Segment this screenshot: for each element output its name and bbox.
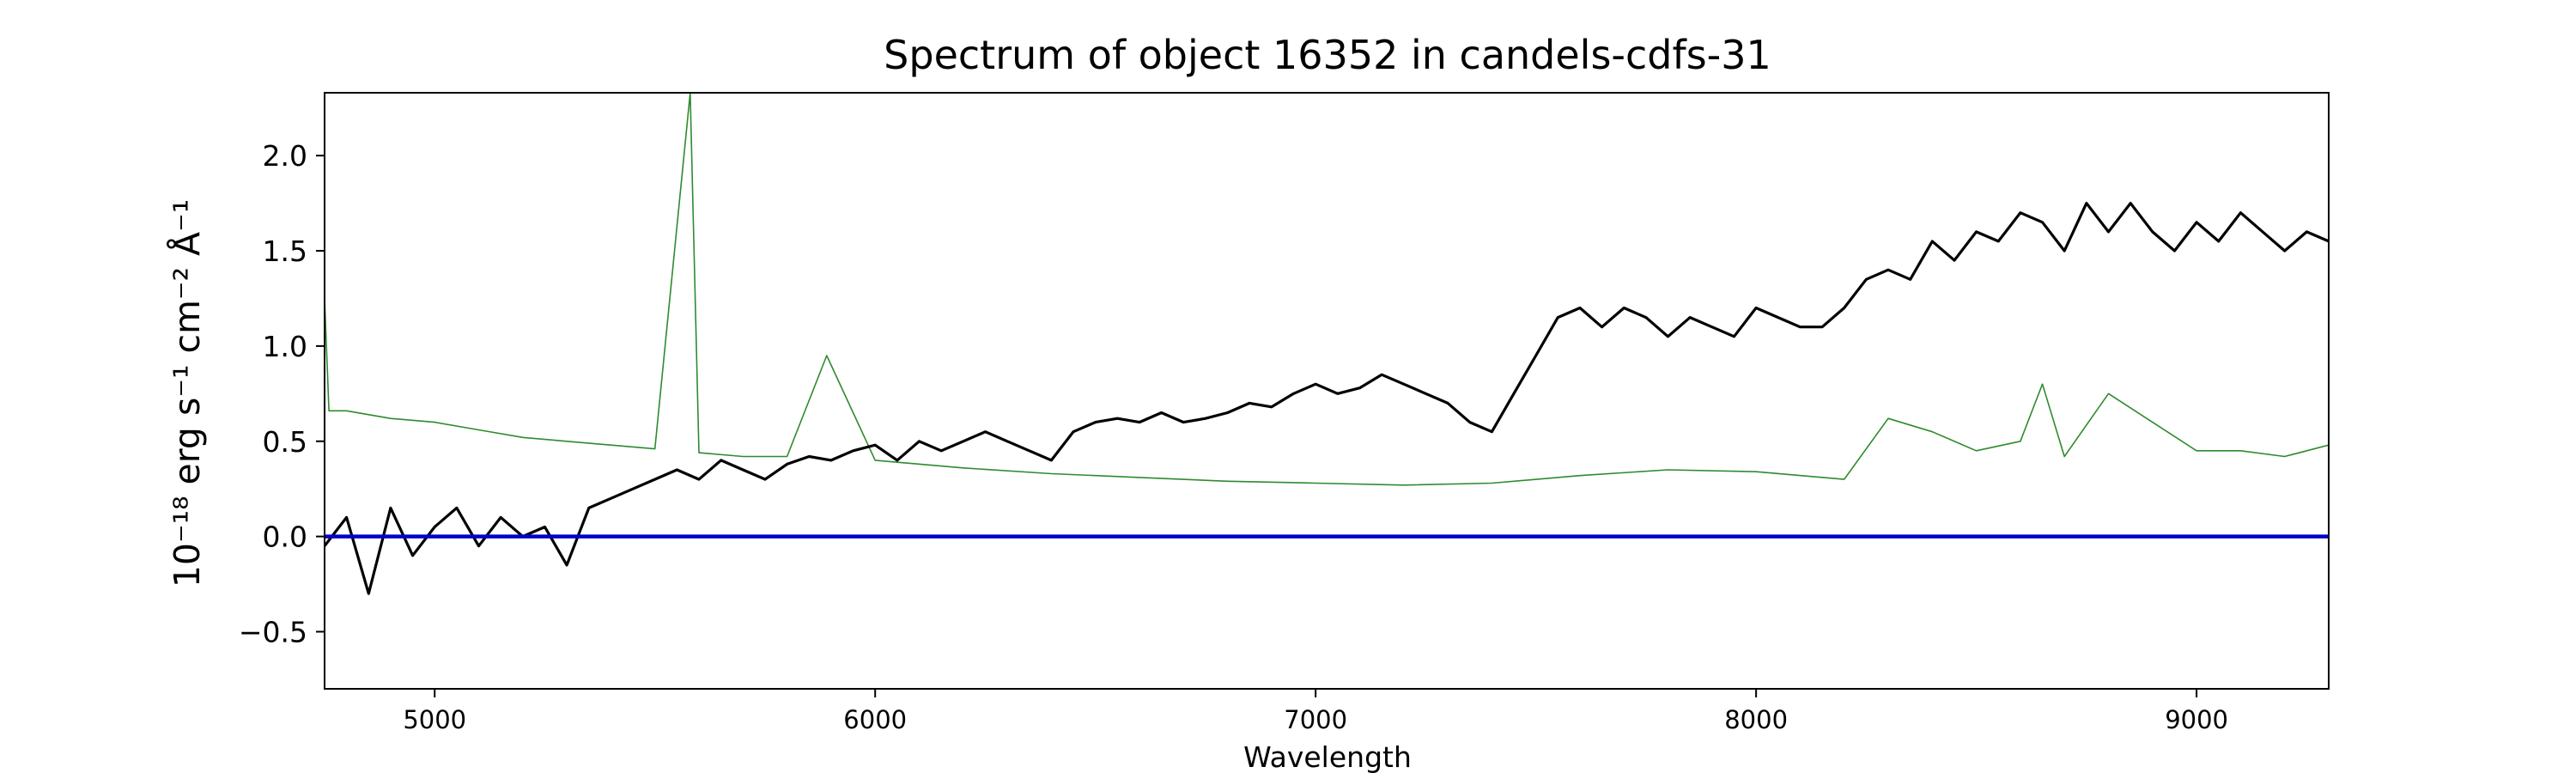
x-tick-label: 5000	[403, 705, 466, 734]
x-tick-label: 7000	[1284, 705, 1347, 734]
series-line-flux	[325, 202, 2329, 595]
y-axis-label: 10⁻¹⁸ erg s⁻¹ cm⁻² Å⁻¹	[167, 199, 208, 587]
x-tick-label: 8000	[1724, 705, 1788, 734]
chart-title: Spectrum of object 16352 in candels-cdfs…	[884, 32, 1771, 78]
tick-layer: −0.5 0.0 0.5 1.0 1.5 2.0 5000 6000 7000 8000 9000	[239, 139, 2228, 734]
x-axis-label: Wavelength	[1243, 740, 1412, 773]
y-tick-label: 2.0	[263, 139, 307, 173]
y-tick-label: 0.5	[263, 425, 307, 459]
series-layer	[325, 93, 2329, 595]
x-tick-label: 9000	[2165, 705, 2228, 734]
y-tick-label: 1.0	[263, 330, 307, 363]
plot-frame	[324, 92, 2330, 690]
series-line-error	[325, 93, 2329, 486]
y-tick-label: 1.5	[263, 234, 307, 268]
x-tick-label: 6000	[843, 705, 907, 734]
y-tick-label: −0.5	[239, 615, 307, 648]
y-tick-label: 0.0	[263, 520, 307, 554]
